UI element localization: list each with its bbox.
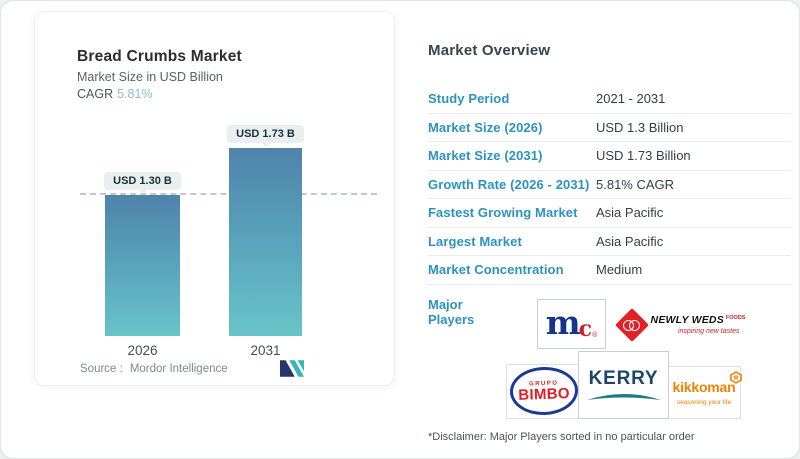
bar-value-pill-2031: USD 1.73 B xyxy=(227,125,304,143)
row-label: Fastest Growing Market xyxy=(428,205,578,221)
pill-caret-icon xyxy=(138,190,147,194)
cagr-label: CAGR xyxy=(77,87,114,101)
kikkoman-hexagon-icon xyxy=(729,370,742,384)
kikkoman-tagline: seasoning your life xyxy=(676,398,732,406)
bar-value-pill-2026: USD 1.30 B xyxy=(104,172,181,190)
source-value: Mordor Intelligence xyxy=(129,362,228,375)
bar-column-2031: USD 1.73 B xyxy=(227,125,304,336)
chart-subtitle: Market Size in USD Billion xyxy=(77,70,223,84)
row-value: 2021 - 2031 xyxy=(596,91,666,107)
row-label: Market Size (2026) xyxy=(428,119,543,135)
kerry-swoosh-icon xyxy=(586,393,661,400)
table-row: Market Size (2031) USD 1.73 Billion xyxy=(428,142,791,171)
registered-mark: ® xyxy=(592,332,598,339)
source-label: Source : xyxy=(80,362,123,375)
table-row: Fastest Growing Market Asia Pacific xyxy=(428,199,791,228)
row-value: USD 1.73 Billion xyxy=(596,148,691,164)
newly-weds-foods-text: FOODS xyxy=(725,315,746,321)
bar-2026 xyxy=(105,195,180,336)
bimbo-oval: GRUPO BIMBO xyxy=(508,365,579,417)
bimbo-name: BIMBO xyxy=(517,384,570,404)
row-value: Medium xyxy=(596,262,643,278)
table-row: Growth Rate (2026 - 2031) 5.81% CAGR xyxy=(428,171,791,199)
chart-title: Bread Crumbs Market xyxy=(77,48,242,65)
source-row: Source : Mordor Intelligence xyxy=(80,360,304,377)
row-value: 5.81% CAGR xyxy=(596,176,675,192)
major-players-label: Major Players xyxy=(428,296,475,327)
disclaimer-text: *Disclaimer: Major Players sorted in no … xyxy=(428,430,695,443)
newly-weds-foods-logo: NEWLY WEDS FOODS inspiring new tastes xyxy=(614,303,745,346)
newly-weds-tagline: inspiring new tastes xyxy=(677,328,740,335)
row-label: Study Period xyxy=(428,91,510,107)
table-row: Study Period 2021 - 2031 xyxy=(428,85,791,114)
mccormick-c: c xyxy=(578,315,593,342)
market-chart-card: Bread Crumbs Market Market Size in USD B… xyxy=(34,11,395,386)
kikkoman-logo: kikkoman seasoning your life xyxy=(667,365,742,419)
bar-2031 xyxy=(229,148,302,336)
overview-heading: Market Overview xyxy=(428,42,551,59)
row-value: Asia Pacific xyxy=(596,233,664,249)
newly-weds-diamond-icon xyxy=(614,307,649,343)
cagr-value: 5.81% xyxy=(117,87,153,101)
grupo-bimbo-logo: GRUPO BIMBO xyxy=(506,363,581,419)
reference-dashed-line xyxy=(80,193,377,195)
market-overview-panel: Market Overview Study Period 2021 - 2031… xyxy=(428,41,791,443)
mccormick-logo: m c ® xyxy=(537,298,606,349)
chart-header: Bread Crumbs Market Market Size in USD B… xyxy=(77,48,242,101)
kerry-logo: KERRY xyxy=(578,350,669,419)
row-label: Market Concentration xyxy=(428,262,564,278)
newly-weds-name: NEWLY WEDS xyxy=(650,314,724,326)
kikkoman-name: kikkoman xyxy=(672,378,736,395)
row-label: Growth Rate (2026 - 2031) xyxy=(428,176,590,192)
row-label: Largest Market xyxy=(428,233,522,249)
major-players-logos: m c ® NEWLY WE xyxy=(506,298,745,419)
ring-icon xyxy=(628,319,640,331)
x-axis-label-2026: 2026 xyxy=(127,343,158,358)
chart-cagr-line: CAGR 5.81% xyxy=(77,87,242,101)
row-label: Market Size (2031) xyxy=(428,148,543,164)
mccormick-m: m xyxy=(545,303,581,343)
x-axis-label-2031: 2031 xyxy=(250,343,281,358)
kerry-name: KERRY xyxy=(588,367,659,389)
table-row: Largest Market Asia Pacific xyxy=(428,228,791,256)
overview-table: Study Period 2021 - 2031 Market Size (20… xyxy=(428,85,791,419)
bar-chart: USD 1.30 B USD 1.73 B 2026 2031 xyxy=(80,115,377,358)
table-row: Market Concentration Medium xyxy=(428,256,791,285)
major-players-row: Major Players m c ® xyxy=(428,285,791,419)
pill-caret-icon xyxy=(261,143,270,147)
mordor-intelligence-logo-icon xyxy=(279,360,304,377)
bar-column-2026: USD 1.30 B xyxy=(104,172,181,336)
table-row: Market Size (2026) USD 1.3 Billion xyxy=(428,114,791,142)
row-value: USD 1.3 Billion xyxy=(596,119,684,135)
row-value: Asia Pacific xyxy=(596,205,664,221)
